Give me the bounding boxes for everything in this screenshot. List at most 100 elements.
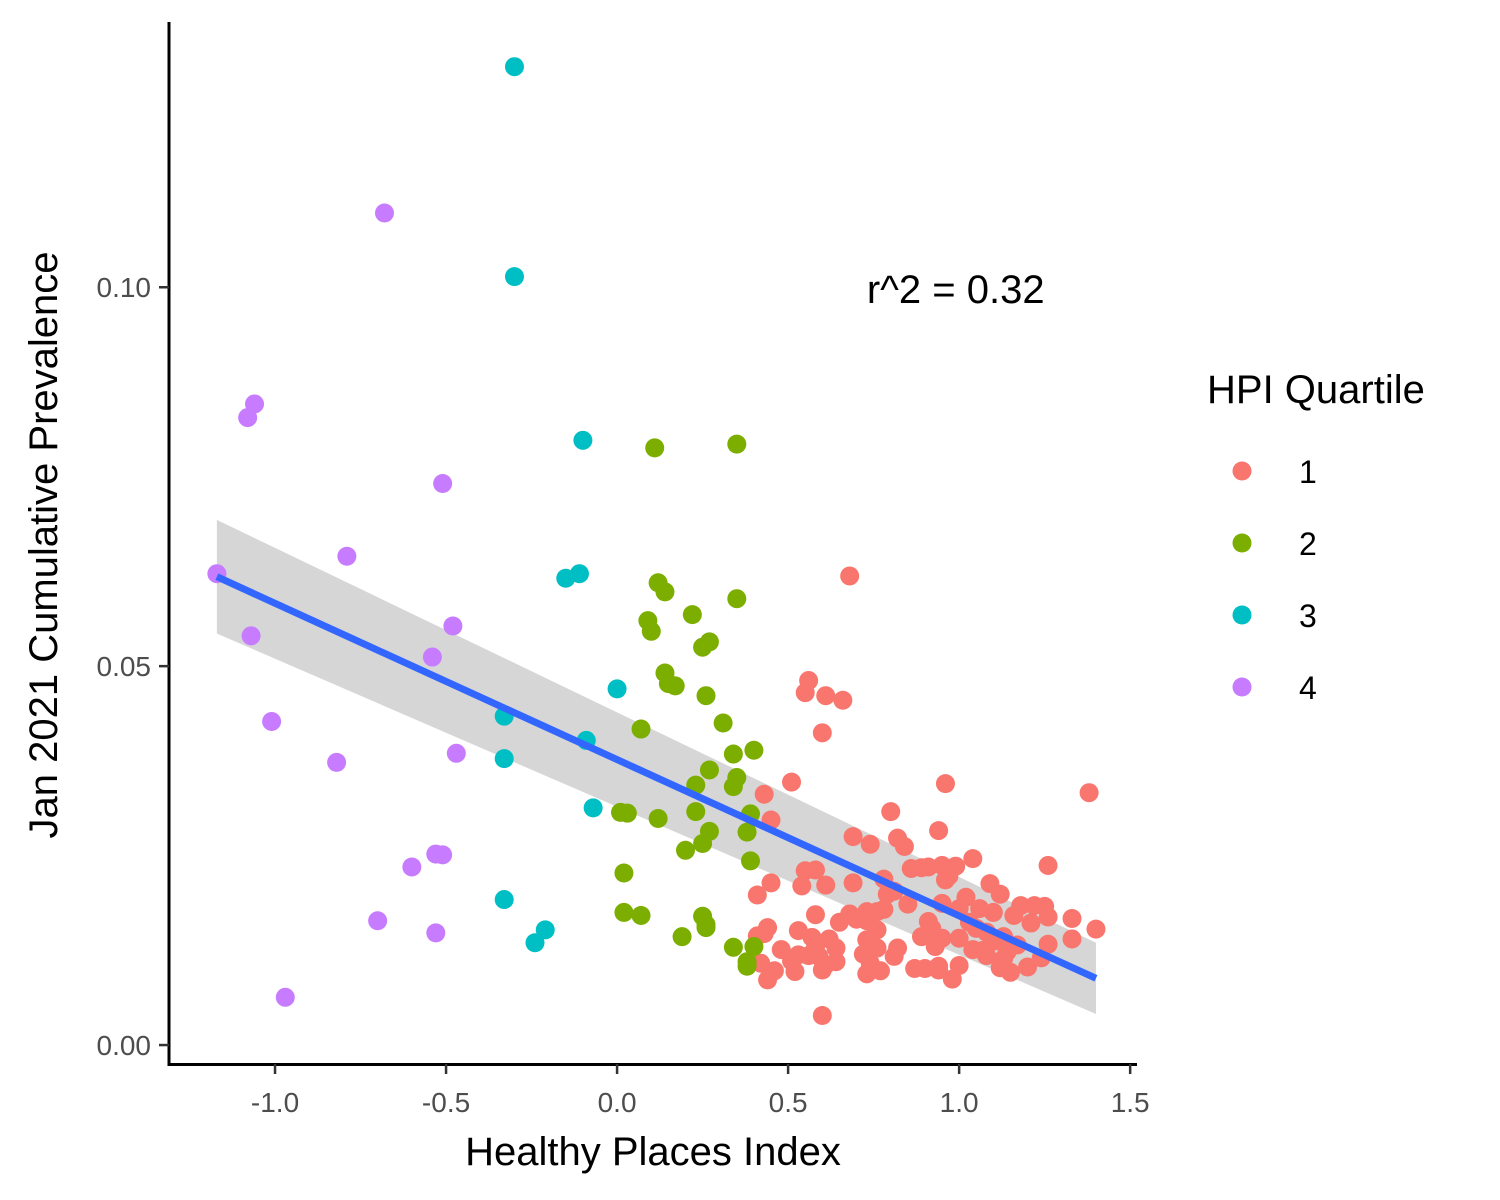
r-squared-annotation: r^2 = 0.32	[867, 268, 1045, 312]
data-point-quartile-1	[816, 686, 836, 706]
data-point-quartile-4	[446, 743, 466, 763]
data-point-quartile-1	[1004, 905, 1024, 925]
x-tick-label: 0.5	[769, 1087, 808, 1118]
data-point-quartile-1	[1079, 783, 1099, 803]
trend-line	[215, 573, 1098, 982]
data-point-quartile-1	[1062, 908, 1082, 928]
data-point-quartile-1	[1000, 962, 1020, 982]
data-point-quartile-4	[443, 616, 463, 636]
data-point-quartile-4	[402, 857, 422, 877]
data-point-quartile-1	[754, 924, 774, 944]
data-point-quartile-1	[758, 970, 778, 990]
data-point-quartile-2	[693, 833, 713, 853]
x-axis-title: Healthy Places Index	[465, 1130, 841, 1174]
data-point-quartile-1	[843, 827, 863, 847]
axes: -1.0 -0.5 0.0 0.5 1.0 1.5 0.00 0.05 0.10	[97, 22, 1150, 1118]
legend-key-1	[1232, 461, 1252, 481]
legend-label-2: 2	[1299, 526, 1317, 562]
legend-key-4	[1232, 677, 1252, 697]
data-point-quartile-1	[1038, 907, 1058, 927]
data-point-quartile-1	[894, 837, 914, 857]
data-point-quartile-2	[617, 803, 637, 823]
data-point-quartile-1	[754, 784, 774, 804]
x-tick-label: 0.0	[598, 1087, 637, 1118]
data-point-quartile-2	[713, 713, 733, 733]
legend-items: 1 2 3 4	[1232, 454, 1317, 706]
data-point-quartile-2	[665, 676, 685, 696]
legend-label-3: 3	[1299, 598, 1317, 634]
data-point-quartile-1	[912, 927, 932, 947]
data-point-quartile-1	[1062, 929, 1082, 949]
legend-label-4: 4	[1299, 670, 1317, 706]
data-point-quartile-1	[881, 802, 901, 822]
legend-label-1: 1	[1299, 454, 1317, 490]
data-point-quartile-1	[929, 821, 949, 841]
data-point-quartile-2	[675, 840, 695, 860]
data-point-quartile-2	[655, 582, 675, 602]
confidence-band	[216, 519, 1096, 1014]
data-point-quartile-2	[686, 802, 706, 822]
data-point-quartile-1	[785, 962, 805, 982]
legend-title: HPI Quartile	[1207, 368, 1425, 412]
data-point-quartile-1	[990, 884, 1010, 904]
data-point-quartile-1	[1086, 919, 1106, 939]
data-point-quartile-3	[494, 749, 514, 769]
data-point-quartile-1	[812, 960, 832, 980]
data-point-quartile-2	[737, 956, 757, 976]
data-point-quartile-1	[905, 959, 925, 979]
data-point-quartile-2	[737, 822, 757, 842]
data-point-quartile-1	[949, 928, 969, 948]
data-point-quartile-2	[631, 905, 651, 925]
data-point-quartile-2	[648, 808, 668, 828]
data-point-quartile-2	[723, 777, 743, 797]
data-point-quartile-3	[504, 57, 524, 77]
y-axis-title: Jan 2021 Cumulative Prevalence	[22, 251, 66, 838]
data-point-quartile-4	[262, 711, 282, 731]
data-point-quartile-1	[843, 873, 863, 893]
data-point-quartile-1	[795, 683, 815, 703]
data-point-quartile-2	[723, 937, 743, 957]
data-point-quartile-1	[898, 894, 918, 914]
x-tick-label: -1.0	[251, 1087, 299, 1118]
y-ticks: 0.00 0.05 0.10	[97, 272, 169, 1061]
data-point-quartile-2	[699, 760, 719, 780]
legend: HPI Quartile 1 2 3 4	[1207, 368, 1425, 706]
trend-line-layer	[215, 573, 1098, 982]
data-point-quartile-2	[614, 902, 634, 922]
data-point-quartile-2	[696, 686, 716, 706]
x-tick-label: -0.5	[422, 1087, 470, 1118]
confidence-band-layer	[216, 519, 1096, 1014]
data-point-quartile-1	[840, 566, 860, 586]
data-point-quartile-2	[693, 637, 713, 657]
data-point-quartile-2	[641, 621, 661, 641]
y-tick-label: 0.05	[97, 651, 152, 682]
data-point-quartile-2	[645, 438, 665, 458]
data-point-quartile-1	[976, 946, 996, 966]
data-point-quartile-1	[1018, 957, 1038, 977]
data-point-quartile-1	[826, 952, 846, 972]
data-point-quartile-2	[744, 937, 764, 957]
data-point-quartile-3	[583, 798, 603, 818]
data-point-quartile-1	[935, 870, 955, 890]
data-point-quartile-1	[782, 772, 802, 792]
data-point-quartile-2	[744, 740, 764, 760]
data-points-layer	[207, 57, 1106, 1025]
data-point-quartile-1	[812, 1005, 832, 1025]
data-point-quartile-1	[860, 834, 880, 854]
data-point-quartile-1	[970, 899, 990, 919]
data-point-quartile-1	[805, 860, 825, 880]
x-ticks: -1.0 -0.5 0.0 0.5 1.0 1.5	[251, 1064, 1150, 1118]
data-point-quartile-4	[433, 845, 453, 865]
data-point-quartile-1	[792, 876, 812, 896]
legend-key-2	[1232, 533, 1252, 553]
data-point-quartile-1	[1038, 855, 1058, 875]
data-point-quartile-1	[963, 849, 983, 869]
data-point-quartile-1	[925, 937, 945, 957]
data-point-quartile-3	[494, 890, 514, 910]
data-point-quartile-4	[241, 626, 261, 646]
legend-key-3	[1232, 605, 1252, 625]
data-point-quartile-2	[727, 434, 747, 454]
data-point-quartile-3	[607, 679, 627, 699]
y-tick-label: 0.00	[97, 1030, 152, 1061]
